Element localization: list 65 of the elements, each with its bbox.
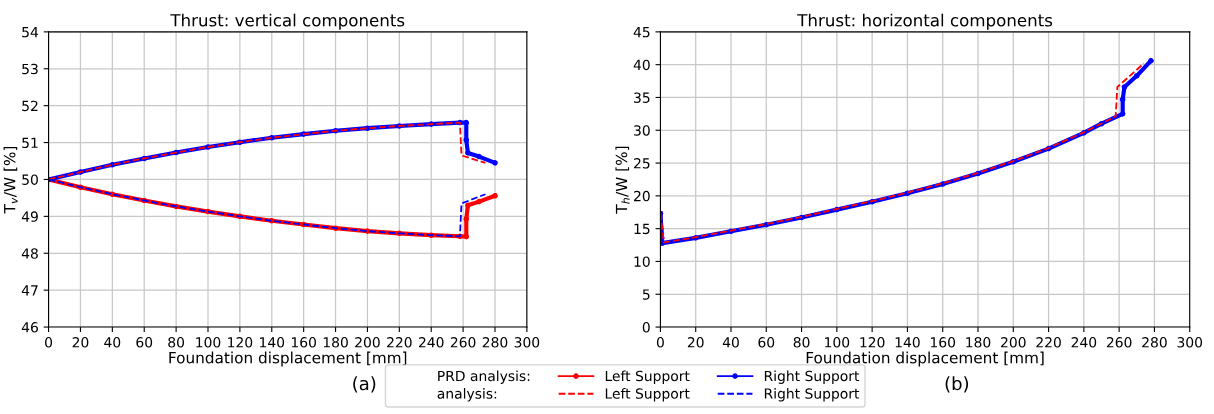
text: (b) (945, 376, 969, 393)
y-tick-label: 40 (633, 59, 650, 71)
y-tick-label: 10 (634, 256, 650, 267)
x-tick-label: 200 (355, 337, 380, 348)
x-tick-label: 80 (793, 337, 810, 348)
y-tick-label: 50 (22, 174, 38, 185)
y-tick-label: 48 (21, 248, 38, 259)
y-tick-label: 46 (21, 322, 38, 333)
x-axis-title: Foundation displacement [mm] (806, 351, 1044, 367)
text: PRD analysis: (438, 370, 530, 384)
y-tick-label: 51 (22, 137, 38, 149)
text: analysis: (437, 388, 497, 402)
x-tick-label: 100 (196, 337, 221, 348)
x-tick-label: 240 (418, 337, 444, 348)
y-tick-label: 52 (22, 100, 38, 112)
x-tick-label: 160 (291, 337, 316, 348)
y-tick-label: 30 (634, 125, 650, 136)
x-tick-label: 80 (168, 337, 185, 348)
legend-label: Right Support (764, 370, 860, 384)
x-tick-label: 280 (1142, 337, 1167, 348)
x-tick-label: 300 (514, 337, 540, 348)
x-tick-label: 0 (45, 337, 53, 348)
x-tick-label: 40 (104, 337, 121, 348)
y-tick-label: 5 (642, 289, 650, 300)
x-tick-label: 140 (895, 337, 920, 348)
x-tick-label: 120 (228, 337, 253, 348)
x-tick-label: 60 (136, 337, 153, 348)
y-tick-label: 0 (642, 322, 650, 333)
x-tick-label: 220 (387, 337, 412, 348)
x-axis-title: Foundation displacement [mm] (169, 351, 407, 367)
x-tick-label: 180 (323, 337, 348, 348)
x-tick-label: 160 (930, 337, 956, 348)
x-tick-label: 300 (1177, 337, 1203, 348)
x-tick-label: 180 (966, 337, 991, 348)
x-tick-label: 220 (1036, 337, 1061, 348)
y-axis-title: T$_{h}$/W [%] (615, 146, 630, 214)
y-tick-label: 25 (634, 158, 650, 169)
x-tick-label: 240 (1071, 337, 1097, 348)
x-tick-label: 120 (860, 337, 885, 348)
x-tick-label: 260 (1106, 337, 1132, 348)
x-tick-label: 20 (72, 337, 89, 348)
y-tick-label: 35 (634, 92, 650, 103)
legend-label: Left Support (605, 370, 690, 384)
y-tick-label: 47 (21, 285, 38, 296)
x-tick-label: 200 (1001, 337, 1026, 348)
legend-label: Right Support (764, 388, 860, 402)
y-tick-label: 54 (22, 27, 39, 38)
y-tick-label: 20 (634, 190, 650, 202)
x-tick-label: 260 (450, 337, 476, 348)
y-tick-label: 53 (22, 63, 38, 75)
x-tick-label: 280 (482, 337, 508, 348)
x-tick-label: 140 (260, 337, 285, 348)
y-tick-label: 15 (634, 223, 650, 235)
text: (a) (353, 376, 376, 393)
chart-title: Thrust: horizontal components (797, 13, 1053, 30)
x-tick-label: 0 (656, 337, 664, 348)
x-tick-label: 40 (722, 337, 739, 348)
chart-title: Thrust: vertical components (170, 13, 405, 30)
y-tick-label: 49 (21, 211, 38, 222)
legend-label: Left Support (605, 388, 690, 402)
x-tick-label: 20 (687, 337, 704, 348)
x-tick-label: 60 (758, 337, 775, 348)
y-tick-label: 45 (633, 27, 650, 38)
y-axis-title: T$_{v}$/W [%] (3, 146, 18, 214)
x-tick-label: 100 (825, 337, 850, 348)
